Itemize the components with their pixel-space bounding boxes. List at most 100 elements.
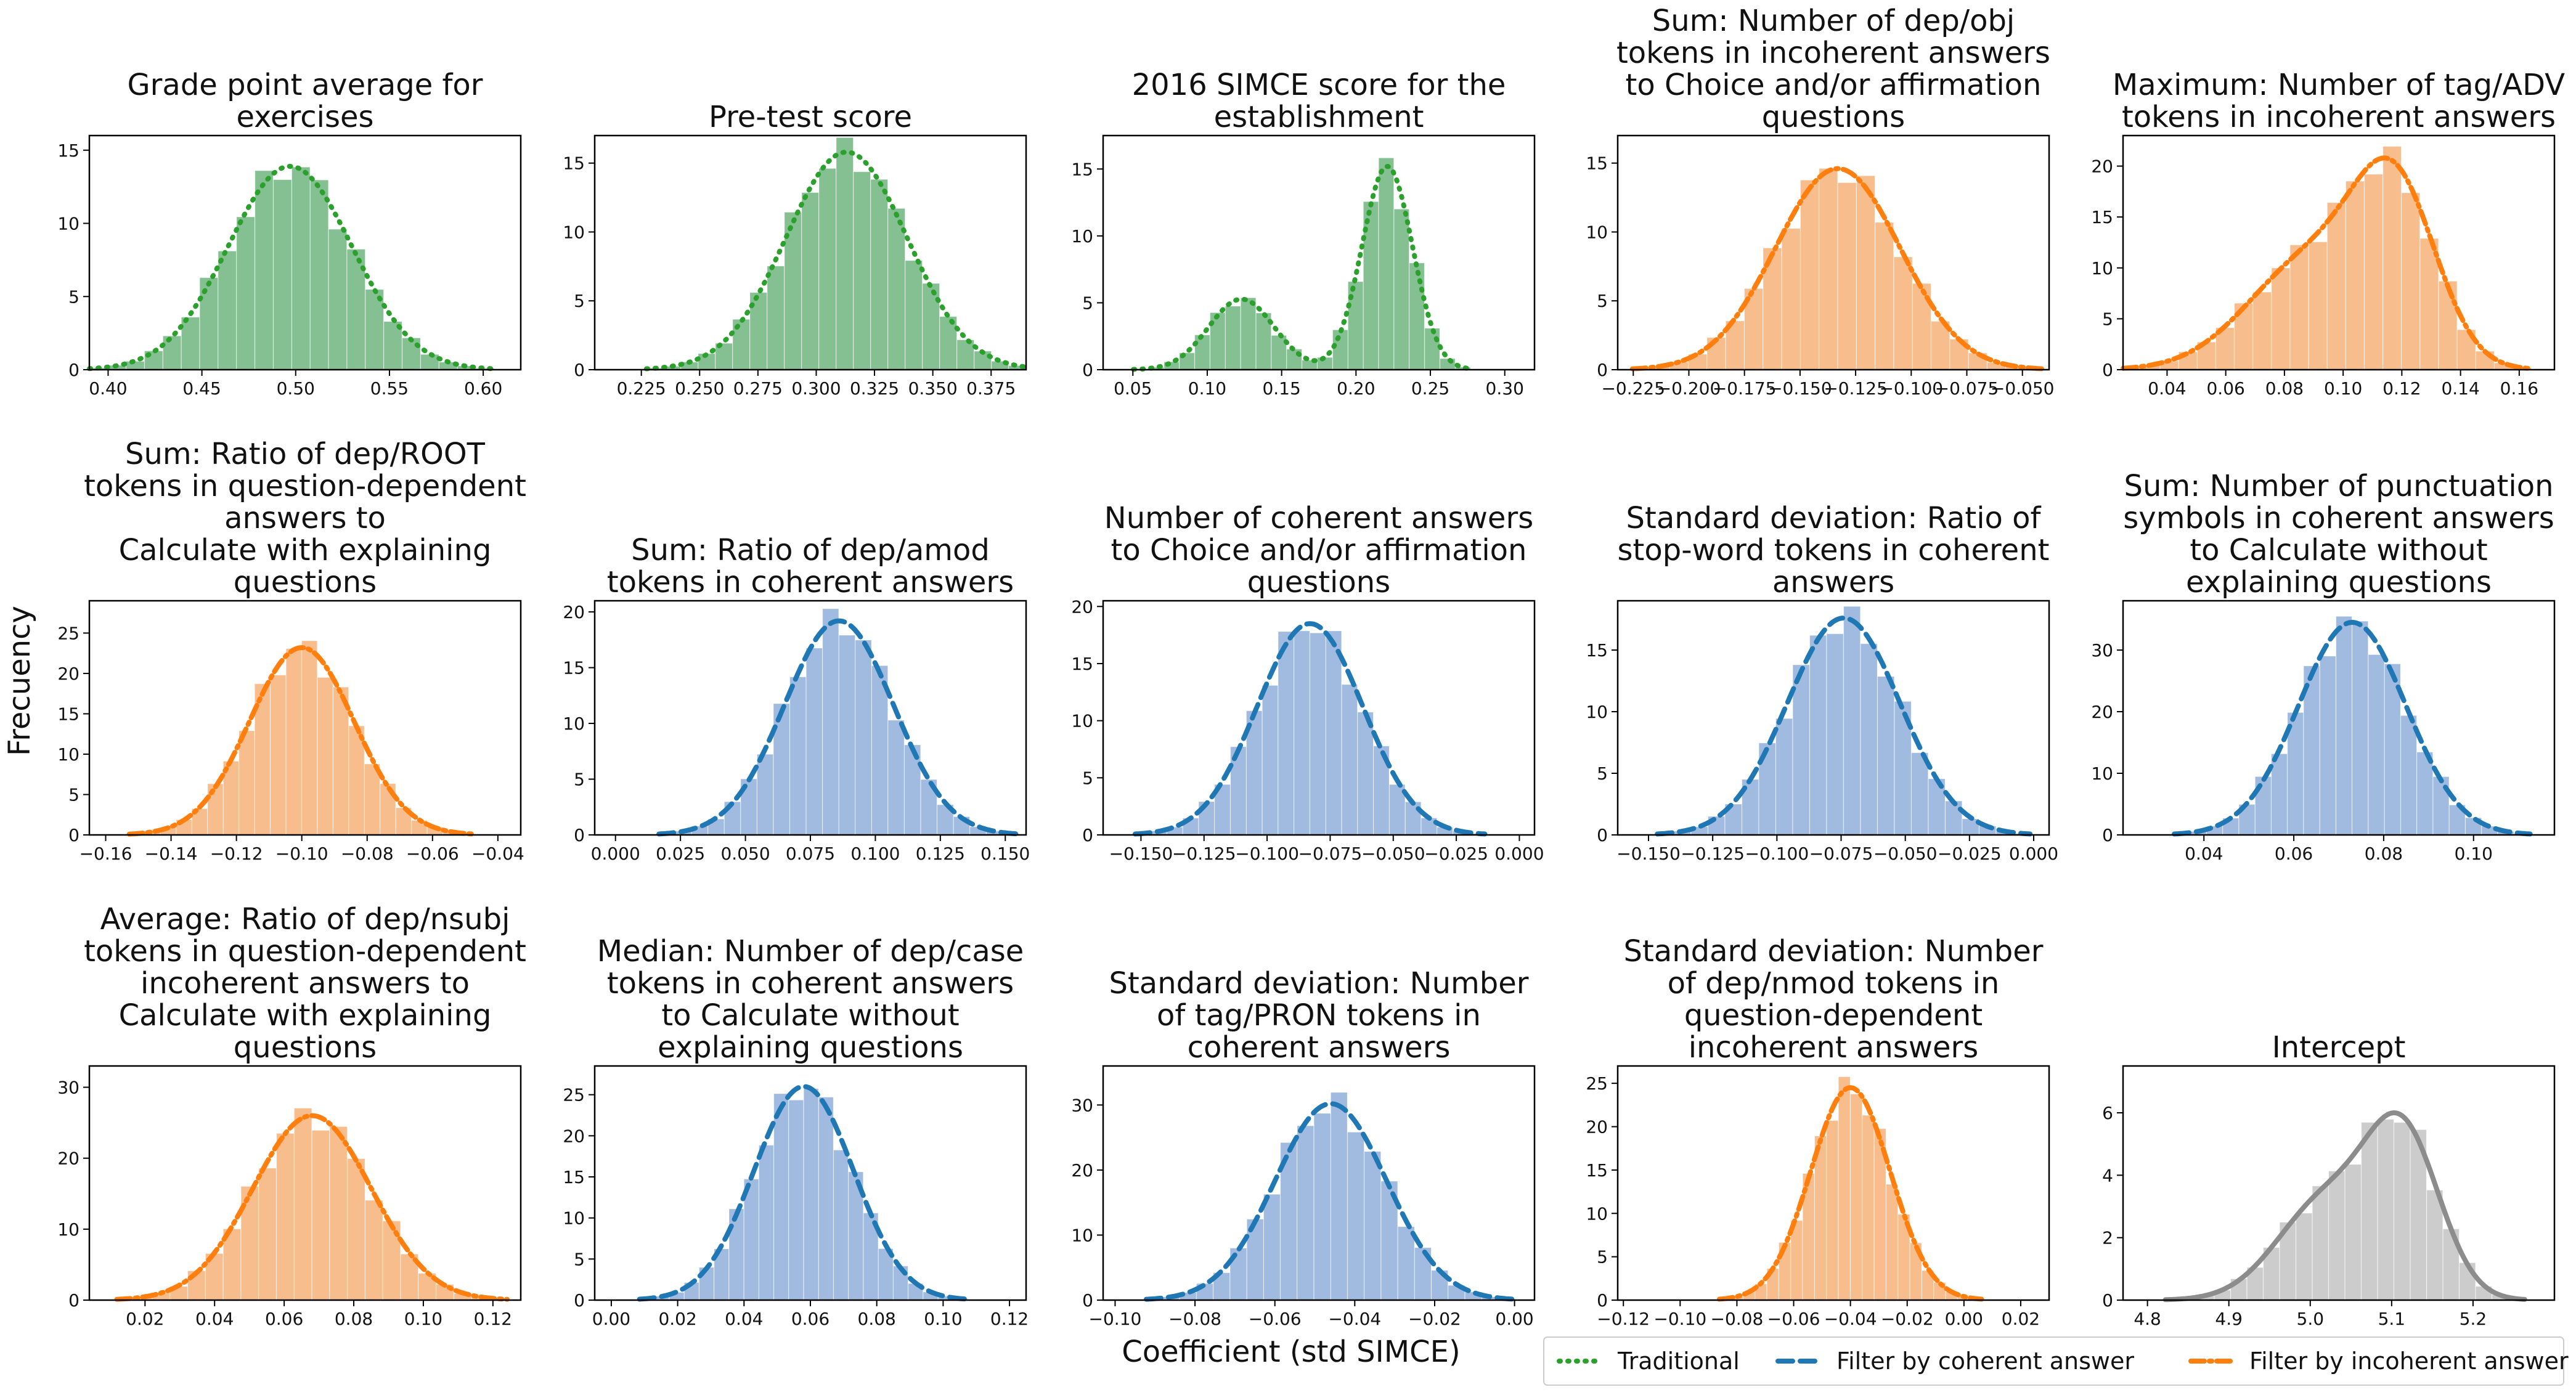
- histogram-bar: [2328, 1171, 2346, 1301]
- y-tick-label: 20: [563, 1126, 585, 1146]
- kde-curve: [644, 149, 1029, 372]
- kde-curve: [1716, 1085, 1984, 1302]
- chart-title: to Calculate without: [2190, 533, 2487, 567]
- chart-title: Sum: Ratio of dep/amod: [631, 533, 990, 567]
- y-tick-label: 30: [57, 1078, 79, 1098]
- histogram-bar: [1341, 684, 1358, 836]
- plot-frame: [1102, 1065, 1536, 1301]
- x-tick-label: 0.16: [2500, 378, 2538, 399]
- x-tick-label: −0.050: [1873, 844, 1938, 864]
- histogram-bar: [757, 754, 774, 836]
- x-tick-label: 5.1: [2378, 1309, 2406, 1329]
- histogram-bar: [838, 635, 855, 836]
- histogram-bar: [887, 720, 905, 836]
- x-tick-label: 0.05: [1114, 378, 1152, 399]
- histogram-bar: [254, 683, 271, 836]
- histogram-bar: [317, 677, 333, 836]
- x-tick-label: −0.04: [1824, 1309, 1877, 1329]
- x-tick-label: 5.2: [2460, 1309, 2487, 1329]
- chart-title: tokens in question-dependent: [84, 934, 526, 969]
- histogram-bar: [1278, 631, 1294, 836]
- chart-title: Maximum: Number of tag/ADV: [2113, 68, 2565, 102]
- legend: Traditional Filter by coherent answer Filt…: [1543, 1336, 2569, 1386]
- x-tick-label: 0.000: [2009, 844, 2058, 864]
- x-tick-label: −0.10: [1653, 1309, 1706, 1329]
- chart-title: to Calculate without: [661, 998, 959, 1033]
- x-tick-label: 4.8: [2134, 1309, 2161, 1329]
- plot-frame: [1616, 600, 2050, 836]
- histogram-bar: [301, 640, 318, 836]
- x-tick-label: 0.375: [966, 378, 1016, 399]
- histogram-bar: [328, 229, 348, 370]
- y-tick-label: 0: [68, 825, 79, 845]
- x-tick-label: 0.45: [182, 378, 221, 399]
- histogram-bar: [836, 137, 854, 370]
- x-tick-label: −0.08: [341, 844, 394, 864]
- y-tick-label: 20: [57, 1149, 79, 1169]
- histogram-bar: [939, 316, 957, 370]
- x-tick-label: 0.025: [656, 844, 705, 864]
- histogram-bar: [1850, 1094, 1862, 1301]
- y-tick-label: 15: [1071, 159, 1093, 179]
- histogram-bar: [1357, 712, 1374, 836]
- chart-title: tokens in incoherent answers: [2122, 100, 2556, 134]
- histogram-bar: [238, 730, 255, 836]
- x-tick-label: 0.100: [850, 844, 900, 864]
- y-tick-label: 10: [1071, 1225, 1093, 1245]
- y-tick-label: 0: [2102, 360, 2113, 380]
- x-tick-label: 4.9: [2215, 1309, 2243, 1329]
- x-tick-label: 0.02: [658, 1309, 696, 1329]
- x-tick-label: 0.12: [2382, 378, 2421, 399]
- y-tick-label: 5: [1082, 768, 1093, 788]
- histogram-bar: [2352, 620, 2369, 836]
- histogram-bar: [1911, 752, 1929, 836]
- chart-panel: 0.000 0.025 0.050 0.075 0.100 0.125 0.150 0 5 10 1…: [563, 533, 1030, 864]
- x-tick-label: −0.06: [1767, 1309, 1820, 1329]
- plot-frame: [88, 1065, 522, 1301]
- histogram-bar: [905, 260, 923, 370]
- kde-curve: [1655, 615, 2033, 837]
- kde-curve: [637, 1084, 971, 1302]
- y-tick-label: 2: [2102, 1228, 2113, 1248]
- y-tick-label: 20: [1071, 1160, 1093, 1181]
- y-tick-label: 0: [68, 360, 79, 380]
- plot-frame: [2122, 600, 2556, 836]
- y-tick-label: 0: [1597, 360, 1608, 380]
- kde-curve: [87, 163, 497, 372]
- x-tick-label: −0.06: [406, 844, 459, 864]
- histogram-bar: [2303, 665, 2320, 836]
- histogram-bar: [1364, 1151, 1382, 1301]
- histogram-bar: [1843, 606, 1861, 836]
- histogram-bar: [2438, 280, 2458, 370]
- plot-frame: [1102, 134, 1536, 371]
- histogram-bar: [365, 1200, 383, 1301]
- chart-title: Intercept: [2272, 1030, 2406, 1065]
- y-tick-label: 5: [574, 291, 585, 311]
- chart-title: answers to: [224, 501, 386, 535]
- y-tick-label: 15: [563, 658, 585, 678]
- histogram-bar: [2252, 291, 2272, 370]
- histogram-bar: [1325, 630, 1342, 836]
- y-tick-label: 0: [2102, 825, 2113, 845]
- histogram-bar: [1860, 643, 1878, 836]
- x-tick-label: −0.175: [1713, 378, 1777, 399]
- chart-title: symbols in coherent answers: [2123, 501, 2554, 535]
- chart-title: incoherent answers to: [141, 966, 470, 1001]
- histogram-bar: [420, 354, 439, 370]
- histogram-bar: [347, 1158, 365, 1301]
- histogram-bar: [922, 283, 940, 370]
- x-tick-label: −0.025: [1938, 844, 2002, 864]
- histogram-bar: [759, 1145, 774, 1301]
- histogram-bar: [2289, 245, 2309, 370]
- x-tick-label: 0.60: [464, 378, 502, 399]
- x-tick-label: −0.200: [1657, 378, 1721, 399]
- y-tick-label: 10: [1586, 702, 1608, 722]
- histogram-bar: [2271, 267, 2291, 370]
- y-tick-label: 10: [1071, 226, 1093, 246]
- y-tick-label: 10: [57, 744, 79, 765]
- histogram-bar: [311, 1130, 330, 1301]
- histogram-bar: [2319, 656, 2336, 836]
- histogram-bar: [2364, 174, 2383, 370]
- y-tick-label: 25: [1586, 1073, 1608, 1094]
